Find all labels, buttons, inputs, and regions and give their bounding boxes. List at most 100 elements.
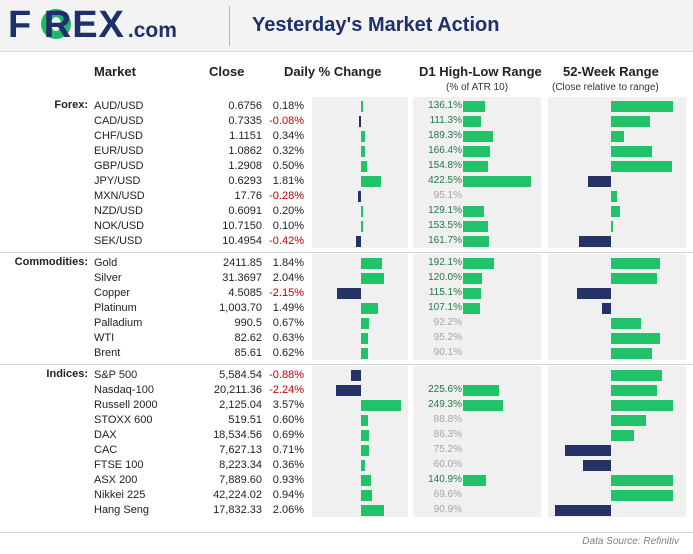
close-value: 85.61	[234, 347, 262, 359]
market-name: JPY/USD	[94, 175, 141, 187]
market-name: SEK/USD	[94, 235, 143, 247]
close-value: 31.3697	[222, 272, 262, 284]
daily-change-bar	[361, 430, 369, 441]
range-value: 69.6%	[433, 489, 462, 500]
range-value: 60.0%	[433, 459, 462, 470]
daily-change-value: 0.62%	[272, 347, 304, 359]
close-value: 5,584.54	[219, 369, 262, 381]
daily-change-value: 0.36%	[272, 459, 304, 471]
daily-change-value: -0.88%	[269, 369, 304, 381]
range-bar	[463, 400, 503, 411]
daily-change-value: 0.32%	[272, 145, 304, 157]
daily-change-bar	[361, 318, 369, 329]
week52-bar	[577, 288, 611, 299]
week52-bar	[583, 460, 611, 471]
close-value: 0.6293	[228, 175, 262, 187]
week52-bar	[611, 131, 624, 142]
daily-change-bar	[361, 475, 372, 486]
week52-bar	[611, 101, 673, 112]
market-name: CAC	[94, 444, 118, 456]
group-label: Forex:	[54, 99, 88, 111]
close-value: 0.6756	[228, 100, 262, 112]
week52-bar	[611, 221, 613, 232]
week52-bar	[611, 490, 673, 501]
range-value: 189.3%	[428, 130, 462, 141]
daily-change-value: -2.15%	[269, 287, 304, 299]
range-value: 75.2%	[433, 444, 462, 455]
range-bar	[463, 101, 485, 112]
range-bar	[463, 146, 490, 157]
range-value: 153.5%	[428, 220, 462, 231]
market-name: Russell 2000	[94, 399, 158, 411]
week52-bar	[611, 430, 634, 441]
col-header-52week: 52-Week Range	[563, 64, 659, 79]
daily-change-bar	[361, 333, 369, 344]
daily-change-bar	[361, 161, 367, 172]
week52-bar	[611, 400, 673, 411]
market-name: CHF/USD	[94, 130, 143, 142]
market-name: EUR/USD	[94, 145, 144, 157]
daily-change-bar	[361, 303, 378, 314]
market-name: Nikkei 225	[94, 489, 146, 501]
daily-change-value: 2.06%	[272, 504, 304, 516]
col-subheader-52week: (Close relative to range)	[552, 82, 659, 93]
week52-bar	[611, 191, 617, 202]
week52-bar	[602, 303, 611, 314]
range-bar	[463, 116, 481, 127]
daily-change-value: 2.04%	[272, 272, 304, 284]
market-name: Palladium	[94, 317, 143, 329]
group-separator	[0, 364, 693, 365]
market-name: WTI	[94, 332, 115, 344]
group-label: Indices:	[46, 368, 88, 380]
daily-change-value: 0.10%	[272, 220, 304, 232]
market-name: NZD/USD	[94, 205, 143, 217]
market-name: DAX	[94, 429, 117, 441]
week52-bar	[611, 348, 652, 359]
market-name: ASX 200	[94, 474, 138, 486]
logo-main-text: F REX	[8, 4, 125, 46]
close-value: 10.7150	[222, 220, 262, 232]
market-name: Copper	[94, 287, 131, 299]
header-bar: F REX .com Yesterday's Market Action	[0, 0, 693, 52]
range-bar	[463, 288, 482, 299]
daily-change-bar	[361, 101, 364, 112]
week52-bar	[555, 505, 611, 516]
daily-change-bar	[361, 415, 368, 426]
close-value: 17,832.33	[213, 504, 262, 516]
daily-change-bar	[357, 191, 361, 202]
daily-change-value: 0.71%	[272, 444, 304, 456]
week52-bar	[611, 146, 652, 157]
close-value: 2,125.04	[219, 399, 262, 411]
daily-change-value: 0.67%	[272, 317, 304, 329]
close-value: 0.6091	[228, 205, 262, 217]
range-bar	[463, 475, 486, 486]
group-separator	[0, 252, 693, 253]
week52-bar	[588, 176, 611, 187]
col-header-daily-change: Daily % Change	[284, 64, 382, 79]
range-value: 120.0%	[428, 272, 462, 283]
logo-sub-text: .com	[127, 19, 177, 42]
col-header-close: Close	[209, 64, 245, 79]
close-value: 18,534.56	[213, 429, 262, 441]
range-value: 92.2%	[433, 317, 462, 328]
daily-change-bar	[361, 176, 382, 187]
close-value: 1,003.70	[219, 302, 262, 314]
week52-bar	[611, 333, 660, 344]
close-value: 4.5085	[228, 287, 262, 299]
range-bar	[463, 273, 483, 284]
week52-bar	[611, 273, 657, 284]
range-value: 154.8%	[428, 160, 462, 171]
daily-change-value: 0.63%	[272, 332, 304, 344]
daily-change-bar	[335, 385, 361, 396]
close-value: 2411.85	[223, 257, 262, 269]
change-panel-bg	[312, 254, 408, 360]
market-name: CAD/USD	[94, 115, 144, 127]
week52-bar	[611, 116, 650, 127]
week52-bar	[611, 415, 646, 426]
range-value: 115.1%	[428, 287, 462, 298]
range-bar	[463, 131, 494, 142]
range-value: 136.1%	[428, 100, 462, 111]
daily-change-value: 3.57%	[272, 399, 304, 411]
daily-change-bar	[361, 206, 364, 217]
close-value: 990.5	[234, 317, 262, 329]
